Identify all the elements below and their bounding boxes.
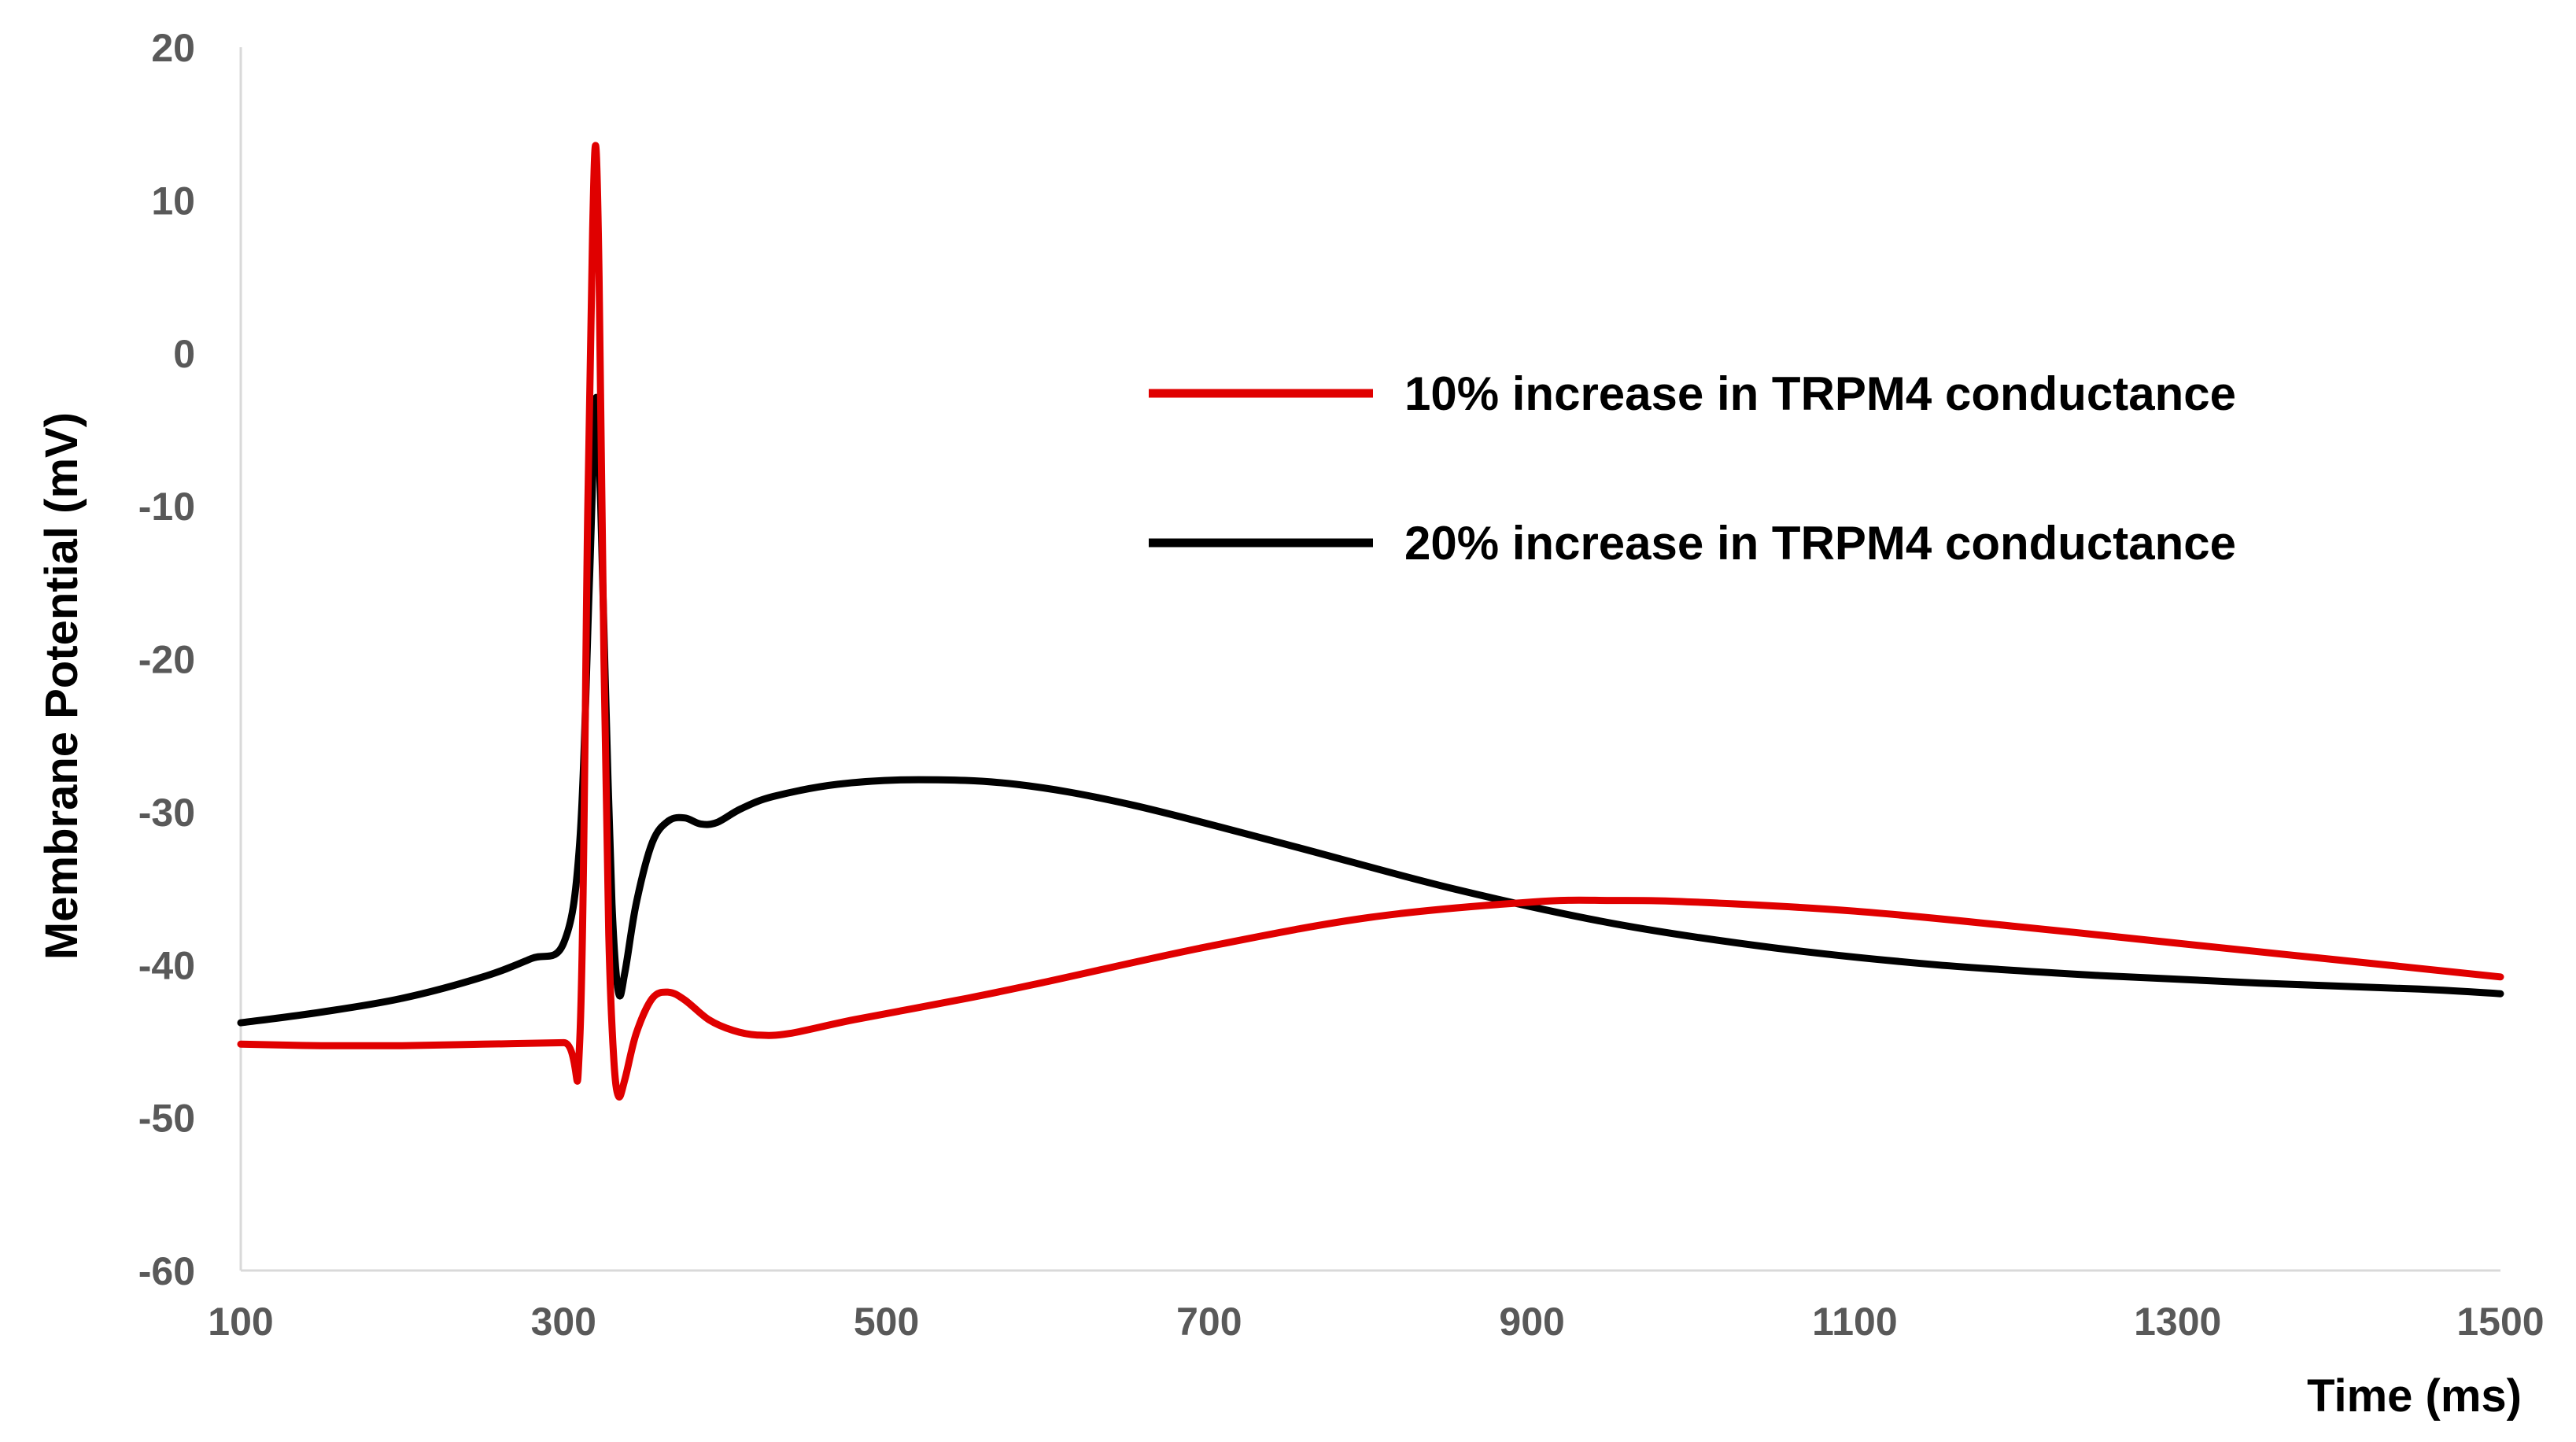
x-axis-title: Time (ms): [2307, 1370, 2522, 1422]
y-tick-label: -10: [138, 485, 195, 529]
x-tick-label: 1100: [1812, 1300, 1897, 1344]
legend-label-10-percent: 10% increase in TRPM4 conductance: [1404, 367, 2236, 420]
series-lines: [237, 142, 2504, 1101]
legend: 10% increase in TRPM4 conductance 20% inc…: [1149, 367, 2236, 570]
x-tick-label: 900: [1499, 1300, 1564, 1344]
y-tick-label: 0: [173, 332, 195, 376]
y-tick-label: -40: [138, 943, 195, 987]
x-tick-label: 1300: [2134, 1300, 2221, 1344]
y-tick-label: -50: [138, 1097, 195, 1141]
x-tick-label: 700: [1176, 1300, 1242, 1344]
legend-label-20-percent: 20% increase in TRPM4 conductance: [1404, 517, 2236, 570]
y-tick-label: -20: [138, 638, 195, 682]
x-tick-label: 500: [854, 1300, 919, 1344]
y-tick-label: 20: [151, 26, 195, 70]
y-axis-title: Membrane Potential (mV): [36, 412, 87, 960]
y-tick-label: -30: [138, 791, 195, 835]
y-tick-label: 10: [151, 179, 195, 223]
y-tick-label: -60: [138, 1249, 195, 1293]
x-tick-label: 100: [208, 1300, 273, 1344]
series-line-10-percent: [237, 142, 2504, 1101]
axes: [239, 47, 2500, 1272]
x-tick-label: 300: [531, 1300, 596, 1344]
x-tick-label: 1500: [2456, 1300, 2544, 1344]
